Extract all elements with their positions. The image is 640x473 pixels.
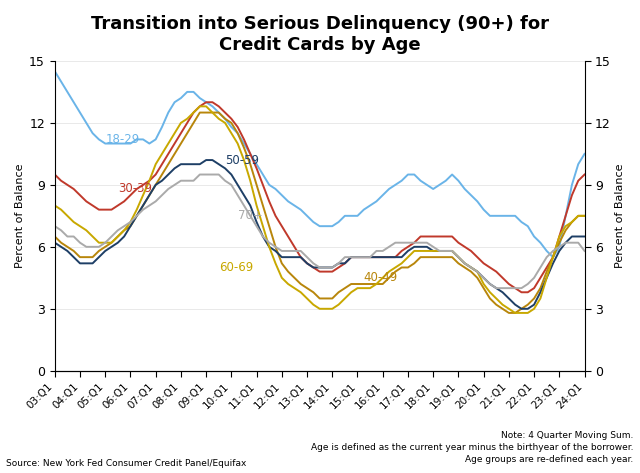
Text: 50-59: 50-59 — [225, 154, 259, 166]
Text: Age groups are re-defined each year.: Age groups are re-defined each year. — [465, 455, 634, 464]
Text: Age is defined as the current year minus the birthyear of the borrower.: Age is defined as the current year minus… — [311, 443, 634, 452]
Text: 40-49: 40-49 — [364, 272, 398, 284]
Text: 60-69: 60-69 — [219, 261, 253, 274]
Title: Transition into Serious Delinquency (90+) for
Credit Cards by Age: Transition into Serious Delinquency (90+… — [91, 15, 548, 54]
Text: Note: 4 Quarter Moving Sum.: Note: 4 Quarter Moving Sum. — [501, 431, 634, 440]
Y-axis label: Percent of Balance: Percent of Balance — [15, 164, 25, 268]
Text: Source: New York Fed Consumer Credit Panel/Equifax: Source: New York Fed Consumer Credit Pan… — [6, 459, 247, 468]
Text: 18-29: 18-29 — [105, 133, 140, 146]
Text: 30-39: 30-39 — [118, 183, 152, 195]
Text: 70+: 70+ — [237, 210, 262, 222]
Y-axis label: Percent of Balance: Percent of Balance — [615, 164, 625, 268]
